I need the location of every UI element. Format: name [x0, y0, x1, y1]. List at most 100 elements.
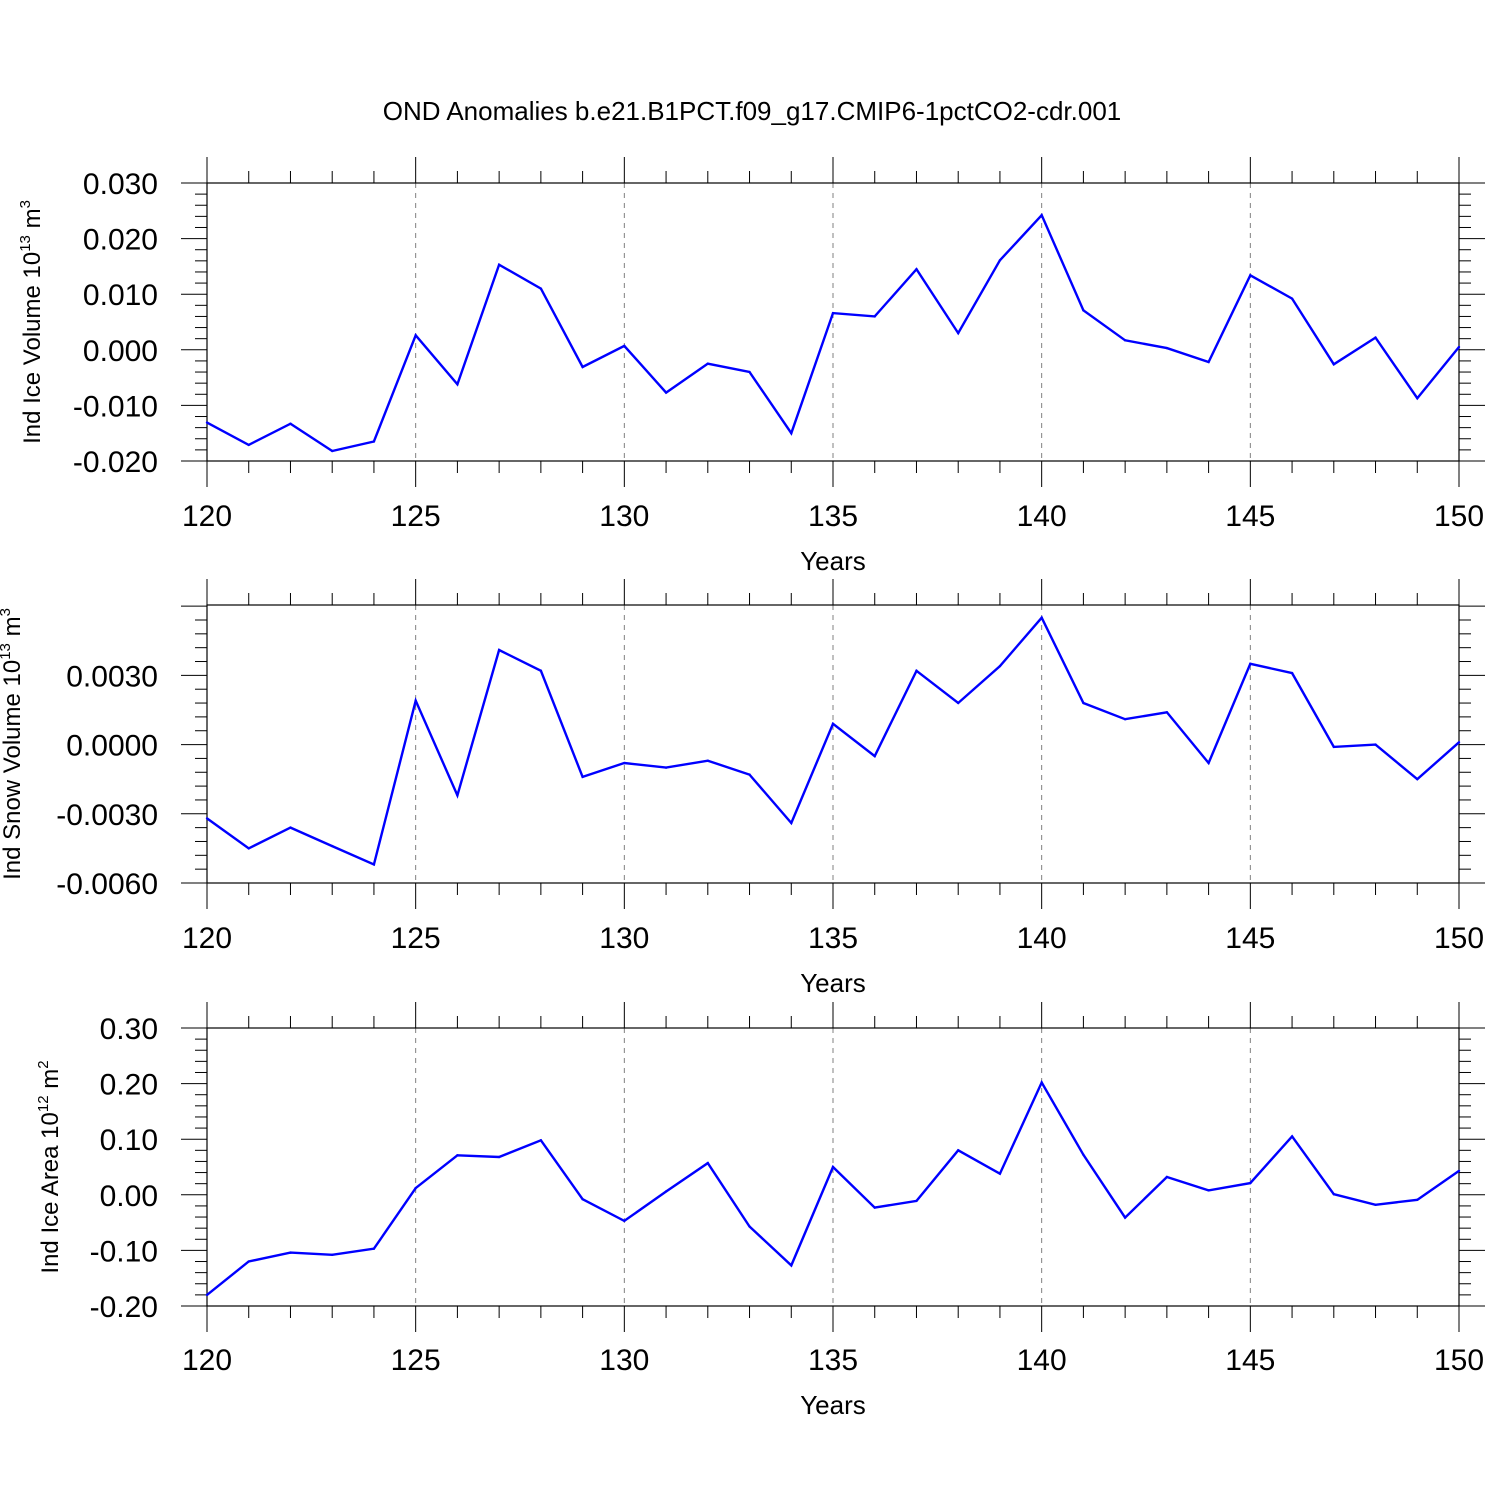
data-point — [581, 1198, 584, 1201]
data-point — [831, 1165, 835, 1169]
data-point — [706, 1161, 709, 1165]
data-point — [1040, 1081, 1043, 1084]
data-point — [1207, 1189, 1210, 1192]
data-point — [706, 362, 709, 365]
data-point — [957, 1149, 960, 1152]
y-axis-title: Ind Snow Volume 1013 m3 — [0, 608, 26, 880]
data-point — [372, 440, 376, 443]
y-tick-label: -0.20 — [90, 1291, 158, 1324]
data-point — [581, 775, 584, 779]
data-point — [873, 1206, 876, 1209]
data-point — [1332, 745, 1336, 749]
x-tick-label: 130 — [599, 1344, 649, 1377]
y-tick-label: -0.10 — [90, 1235, 158, 1268]
x-axis-title: Years — [800, 546, 866, 576]
data-point — [998, 1172, 1002, 1175]
panel-snow-volume: -0.0060 -0.0030 0.0000 0.0030 120 125 130 135 14… — [0, 579, 1485, 998]
data-point — [1082, 309, 1085, 312]
y-tick-label: 0.00 — [100, 1180, 158, 1213]
data-point — [1249, 274, 1252, 277]
data-point — [915, 267, 918, 271]
data-point — [289, 1251, 292, 1254]
y-tick-label: -0.0030 — [56, 799, 158, 832]
data-point — [1040, 214, 1043, 217]
data-point — [1249, 1181, 1252, 1185]
data-point — [831, 722, 835, 726]
data-point — [1332, 1193, 1336, 1196]
data-point — [1332, 363, 1336, 366]
data-point — [748, 1225, 751, 1228]
data-point — [372, 863, 376, 866]
x-tick-label: 130 — [599, 922, 649, 955]
figure-title: OND Anomalies b.e21.B1PCT.f09_g17.CMIP6-… — [383, 96, 1122, 126]
data-point — [247, 1260, 250, 1263]
data-point — [414, 334, 417, 337]
data-point — [497, 263, 501, 266]
panel-ice-volume: -0.020 -0.010 0.000 0.010 0.020 0.030 120 125 13… — [17, 157, 1485, 576]
y-tick-label: -0.0060 — [56, 868, 158, 901]
x-tick-label: 135 — [808, 500, 858, 533]
y-tick-label: 0.000 — [83, 335, 158, 368]
data-point — [915, 1199, 918, 1203]
data-point — [497, 648, 501, 652]
data-point — [1457, 345, 1461, 349]
y-axis-title: Ind Ice Area 1012 m2 — [35, 1060, 64, 1273]
data-point — [247, 847, 250, 850]
data-point — [1374, 336, 1377, 339]
x-tick-label: 145 — [1225, 500, 1275, 533]
data-point — [1290, 297, 1294, 300]
x-tick-label: 140 — [1017, 922, 1067, 955]
y-tick-label: -0.010 — [73, 390, 158, 423]
x-tick-label: 130 — [599, 500, 649, 533]
data-point — [539, 669, 543, 672]
data-point — [331, 1253, 334, 1257]
data-point — [1207, 761, 1210, 765]
data-point — [873, 754, 876, 758]
data-point — [706, 759, 709, 762]
data-point — [1374, 1203, 1377, 1207]
data-point — [331, 449, 334, 453]
data-point — [1290, 1135, 1294, 1138]
data-point — [664, 766, 668, 769]
data-point — [1165, 711, 1169, 714]
data-point — [1416, 396, 1419, 400]
x-tick-label: 140 — [1017, 1344, 1067, 1377]
data-point — [205, 817, 209, 820]
data-point — [915, 669, 918, 672]
data-point — [247, 443, 250, 447]
data-point — [1457, 741, 1461, 744]
x-tick-label: 140 — [1017, 500, 1067, 533]
panel-ice-area: -0.20 -0.10 0.00 0.10 0.20 0.30 120 125 130 135 14… — [35, 1002, 1485, 1420]
y-tick-label: 0.020 — [83, 224, 158, 257]
data-point — [581, 365, 584, 369]
data-point — [1165, 1175, 1169, 1179]
y-tick-label: -0.020 — [73, 446, 158, 479]
data-point — [1165, 346, 1169, 350]
y-tick-label: 0.010 — [83, 279, 158, 312]
data-point — [1374, 743, 1377, 746]
data-point — [1457, 1169, 1461, 1173]
y-tick-label: 0.30 — [100, 1013, 158, 1046]
x-axis-title: Years — [800, 1390, 866, 1420]
y-axis-title: Ind Ice Volume 1013 m3 — [17, 200, 46, 444]
data-point — [1416, 1198, 1419, 1202]
data-point — [456, 794, 459, 797]
data-point — [957, 331, 960, 335]
y-tick-label: 0.0000 — [66, 730, 158, 763]
x-tick-label: 150 — [1434, 1344, 1484, 1377]
data-point — [1082, 701, 1085, 705]
data-point — [957, 701, 960, 705]
data-point — [456, 1154, 459, 1157]
x-tick-label: 150 — [1434, 922, 1484, 955]
data-point — [205, 421, 209, 424]
panels-container: -0.020 -0.010 0.000 0.010 0.020 0.030 120 125 13… — [0, 157, 1485, 1420]
data-point — [790, 821, 793, 825]
data-point — [748, 370, 751, 374]
x-tick-label: 120 — [182, 922, 232, 955]
x-tick-label: 150 — [1434, 500, 1484, 533]
x-tick-label: 125 — [391, 500, 441, 533]
data-point — [1040, 616, 1043, 619]
data-point — [790, 432, 793, 435]
y-tick-label: 0.20 — [100, 1069, 158, 1102]
